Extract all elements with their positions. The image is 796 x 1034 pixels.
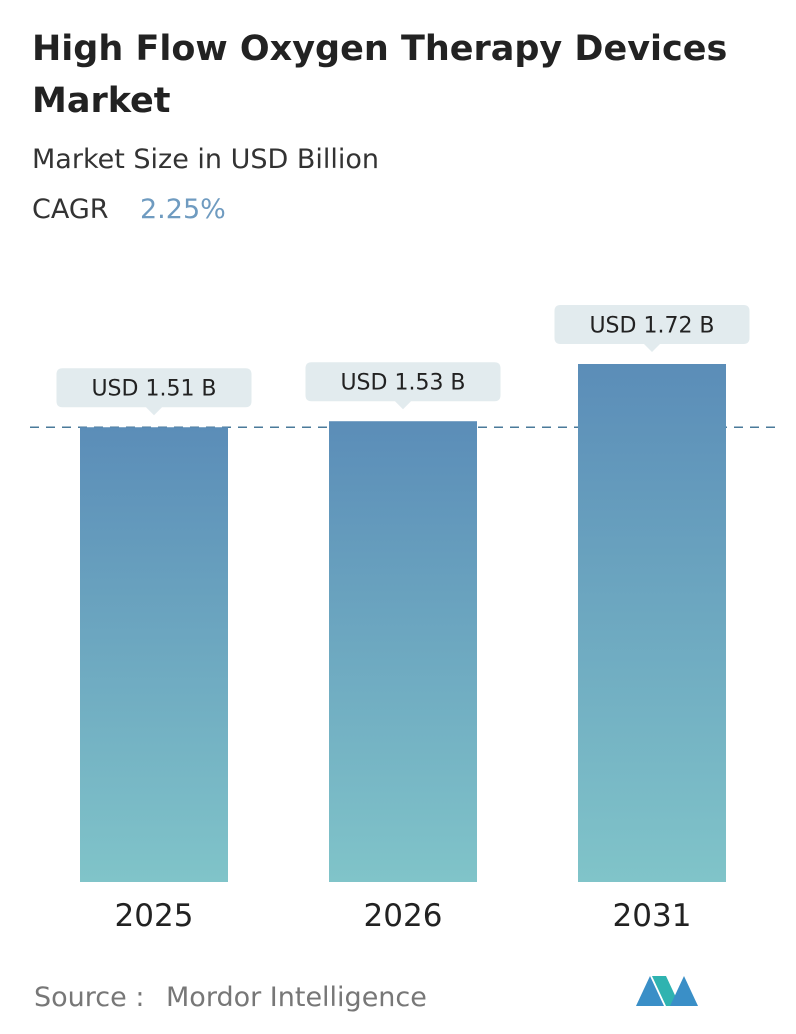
chart-title: Market <box>32 81 171 121</box>
cagr-label: CAGR <box>32 194 109 225</box>
chart-subtitle: Market Size in USD Billion <box>32 144 379 175</box>
x-tick-label: 2031 <box>613 898 692 934</box>
logo <box>636 976 698 1006</box>
x-tick-label: 2025 <box>115 898 194 934</box>
label-box <box>554 305 750 352</box>
cagr-value: 2.25% <box>140 194 226 225</box>
value-label: USD 1.51 B <box>91 377 216 402</box>
source-value: Mordor Intelligence <box>166 982 427 1013</box>
label-box <box>56 368 252 416</box>
chart-title: High Flow Oxygen Therapy Devices <box>32 29 727 69</box>
value-label: USD 1.53 B <box>340 371 465 396</box>
source-label: Source : <box>34 982 144 1013</box>
bar <box>578 364 726 882</box>
bar <box>329 421 477 882</box>
bar <box>80 427 228 882</box>
label-box <box>305 362 501 410</box>
value-label: USD 1.72 B <box>589 314 714 339</box>
x-tick-label: 2026 <box>364 898 443 934</box>
